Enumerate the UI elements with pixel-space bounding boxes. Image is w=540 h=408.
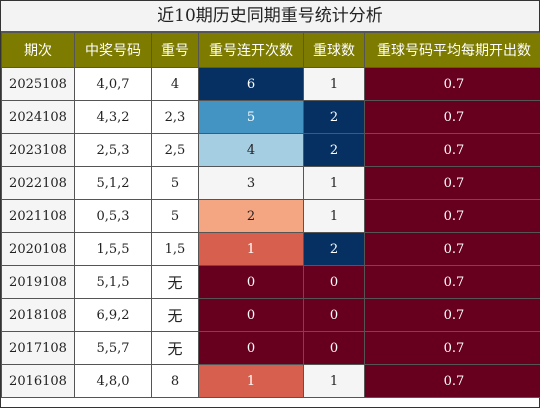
table-row: 2016108 4,8,0 8 1 1 0.7 [1, 364, 540, 398]
table-row: 2025108 4,0,7 4 6 1 0.7 [1, 67, 540, 101]
cell-numbers: 4,8,0 [74, 364, 152, 398]
table-row: 2018108 6,9,2 无 0 0 0.7 [1, 298, 540, 332]
table-row: 2019108 5,1,5 无 0 0 0.7 [1, 265, 540, 299]
table-row: 2020108 1,5,5 1,5 1 2 0.7 [1, 232, 540, 266]
cell-period: 2023108 [1, 133, 75, 167]
cell-avg: 0.7 [364, 100, 540, 134]
cell-consecutive: 1 [198, 232, 304, 266]
cell-numbers: 5,1,2 [74, 166, 152, 200]
cell-repeat-balls: 0 [303, 265, 365, 299]
cell-numbers: 0,5,3 [74, 199, 152, 233]
cell-avg: 0.7 [364, 67, 540, 101]
cell-numbers: 4,0,7 [74, 67, 152, 101]
table-row: 2022108 5,1,2 5 3 1 0.7 [1, 166, 540, 200]
cell-repeat: 5 [151, 166, 199, 200]
header-repeat-balls: 重球数 [303, 32, 365, 68]
cell-repeat: 5 [151, 199, 199, 233]
table-body: 2025108 4,0,7 4 6 1 0.7 2024108 4,3,2 2,3 5 2 0.7 20… [1, 67, 540, 398]
cell-consecutive: 3 [198, 166, 304, 200]
cell-avg: 0.7 [364, 364, 540, 398]
header-repeat: 重号 [151, 32, 199, 68]
table-row: 2024108 4,3,2 2,3 5 2 0.7 [1, 100, 540, 134]
cell-repeat-balls: 2 [303, 100, 365, 134]
cell-repeat: 2,5 [151, 133, 199, 167]
cell-avg: 0.7 [364, 166, 540, 200]
cell-avg: 0.7 [364, 133, 540, 167]
cell-numbers: 5,1,5 [74, 265, 152, 299]
cell-period: 2019108 [1, 265, 75, 299]
cell-repeat: 1,5 [151, 232, 199, 266]
cell-period: 2025108 [1, 67, 75, 101]
cell-repeat-balls: 1 [303, 166, 365, 200]
header-row: 期次 中奖号码 重号 重号连开次数 重球数 重球号码平均每期开出数 [1, 32, 540, 68]
cell-consecutive: 1 [198, 364, 304, 398]
cell-avg: 0.7 [364, 331, 540, 365]
cell-avg: 0.7 [364, 232, 540, 266]
cell-repeat: 无 [151, 298, 199, 332]
cell-repeat-balls: 1 [303, 364, 365, 398]
header-numbers: 中奖号码 [74, 32, 152, 68]
cell-consecutive: 6 [198, 67, 304, 101]
cell-numbers: 6,9,2 [74, 298, 152, 332]
cell-period: 2020108 [1, 232, 75, 266]
cell-period: 2016108 [1, 364, 75, 398]
table-title: 近10期历史同期重号统计分析 [1, 1, 539, 32]
table-row: 2021108 0,5,3 5 2 1 0.7 [1, 199, 540, 233]
cell-repeat-balls: 2 [303, 232, 365, 266]
cell-repeat-balls: 2 [303, 133, 365, 167]
cell-numbers: 4,3,2 [74, 100, 152, 134]
cell-repeat: 无 [151, 331, 199, 365]
cell-consecutive: 0 [198, 298, 304, 332]
cell-period: 2017108 [1, 331, 75, 365]
repeat-stats-table: 期次 中奖号码 重号 重号连开次数 重球数 重球号码平均每期开出数 202510… [1, 32, 540, 398]
cell-period: 2018108 [1, 298, 75, 332]
cell-period: 2024108 [1, 100, 75, 134]
cell-repeat: 2,3 [151, 100, 199, 134]
cell-consecutive: 4 [198, 133, 304, 167]
header-period: 期次 [1, 32, 75, 68]
cell-avg: 0.7 [364, 298, 540, 332]
cell-repeat: 4 [151, 67, 199, 101]
cell-avg: 0.7 [364, 265, 540, 299]
cell-consecutive: 2 [198, 199, 304, 233]
cell-repeat: 无 [151, 265, 199, 299]
cell-numbers: 1,5,5 [74, 232, 152, 266]
cell-numbers: 5,5,7 [74, 331, 152, 365]
cell-repeat: 8 [151, 364, 199, 398]
cell-repeat-balls: 1 [303, 199, 365, 233]
cell-repeat-balls: 0 [303, 331, 365, 365]
cell-repeat-balls: 1 [303, 67, 365, 101]
header-avg: 重球号码平均每期开出数 [364, 32, 540, 68]
cell-period: 2022108 [1, 166, 75, 200]
cell-repeat-balls: 0 [303, 298, 365, 332]
cell-consecutive: 0 [198, 331, 304, 365]
cell-avg: 0.7 [364, 199, 540, 233]
cell-consecutive: 0 [198, 265, 304, 299]
table-row: 2017108 5,5,7 无 0 0 0.7 [1, 331, 540, 365]
cell-consecutive: 5 [198, 100, 304, 134]
table-row: 2023108 2,5,3 2,5 4 2 0.7 [1, 133, 540, 167]
header-consecutive: 重号连开次数 [198, 32, 304, 68]
cell-period: 2021108 [1, 199, 75, 233]
cell-numbers: 2,5,3 [74, 133, 152, 167]
